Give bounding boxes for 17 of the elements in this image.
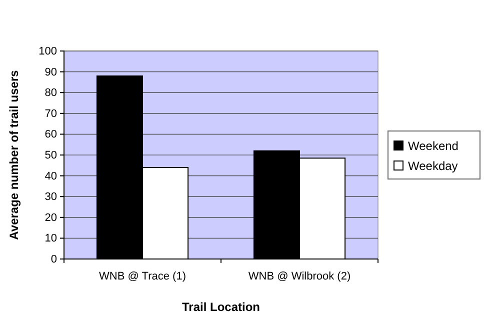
y-tick-label: 0 — [50, 254, 57, 266]
y-tick-label: 40 — [44, 170, 57, 182]
legend-label: Weekend — [408, 139, 458, 153]
y-tick-label: 70 — [44, 108, 57, 120]
y-tick-label: 100 — [38, 46, 57, 58]
x-axis-title: Trail Location — [182, 300, 260, 314]
legend-label: Weekday — [408, 159, 458, 173]
y-tick-label: 30 — [44, 191, 57, 204]
y-tick-label: 80 — [44, 87, 57, 100]
y-tick-label: 90 — [44, 66, 57, 78]
y-tick-label: 20 — [44, 212, 57, 224]
x-tick-label: WNB @ Trace (1) — [99, 270, 186, 283]
y-axis-title: Average number of trail users — [7, 70, 21, 240]
y-tick-label: 50 — [44, 150, 57, 162]
y-tick-label: 10 — [44, 232, 57, 245]
x-tick-label: WNB @ Wilbrook (2) — [248, 270, 351, 283]
y-tick-label: 60 — [44, 128, 57, 141]
